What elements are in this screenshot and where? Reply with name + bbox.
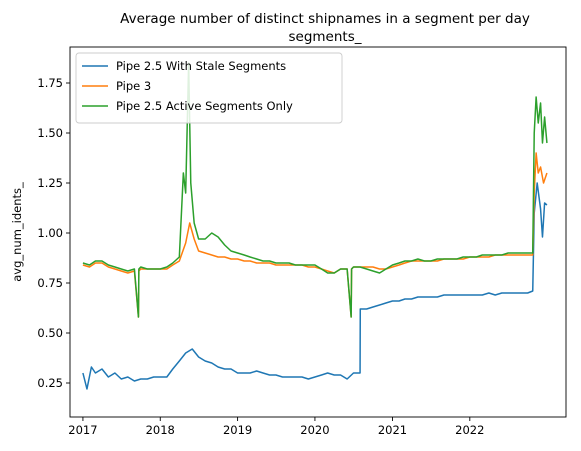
- legend: Pipe 2.5 With Stale Segments Pipe 3 Pipe 2…: [75, 52, 343, 124]
- x-tick-label: 2020: [300, 423, 329, 437]
- series-layer: [82, 62, 548, 390]
- plot-area: [82, 62, 548, 390]
- y-axis: 0.25 0.50 0.75 1.00 1.25 1.50 1.75: [37, 76, 70, 390]
- y-tick-label: 0.75: [37, 276, 63, 290]
- legend-label-1: Pipe 2.5 With Stale Segments: [116, 59, 286, 73]
- chart-title-line-2: segments_: [289, 29, 362, 45]
- y-tick-label: 1.25: [37, 176, 63, 190]
- y-axis-label: avg_num_idents_: [10, 182, 24, 282]
- legend-label-3: Pipe 2.5 Active Segments Only: [116, 99, 293, 113]
- plot-frame: [69, 46, 567, 418]
- chart-title-line-1: Average number of distinct shipnames in …: [120, 11, 530, 27]
- x-tick-label: 2018: [146, 423, 175, 437]
- series-line-2: [82, 152, 548, 318]
- x-tick-label: 2021: [378, 423, 407, 437]
- y-tick-label: 1.00: [37, 226, 63, 240]
- series-line-3: [82, 62, 548, 318]
- y-tick-label: 0.50: [37, 326, 63, 340]
- x-tick-label: 2017: [68, 423, 97, 437]
- series-line-1: [82, 182, 548, 390]
- x-tick-label: 2019: [223, 423, 252, 437]
- legend-label-2: Pipe 3: [116, 79, 151, 93]
- x-tick-label: 2022: [455, 423, 484, 437]
- y-tick-label: 1.50: [37, 126, 63, 140]
- y-tick-label: 0.25: [37, 376, 63, 390]
- y-tick-label: 1.75: [37, 76, 63, 90]
- x-axis: 2017 2018 2019 2020 2021 2022: [68, 417, 484, 437]
- legend-box: [75, 52, 343, 124]
